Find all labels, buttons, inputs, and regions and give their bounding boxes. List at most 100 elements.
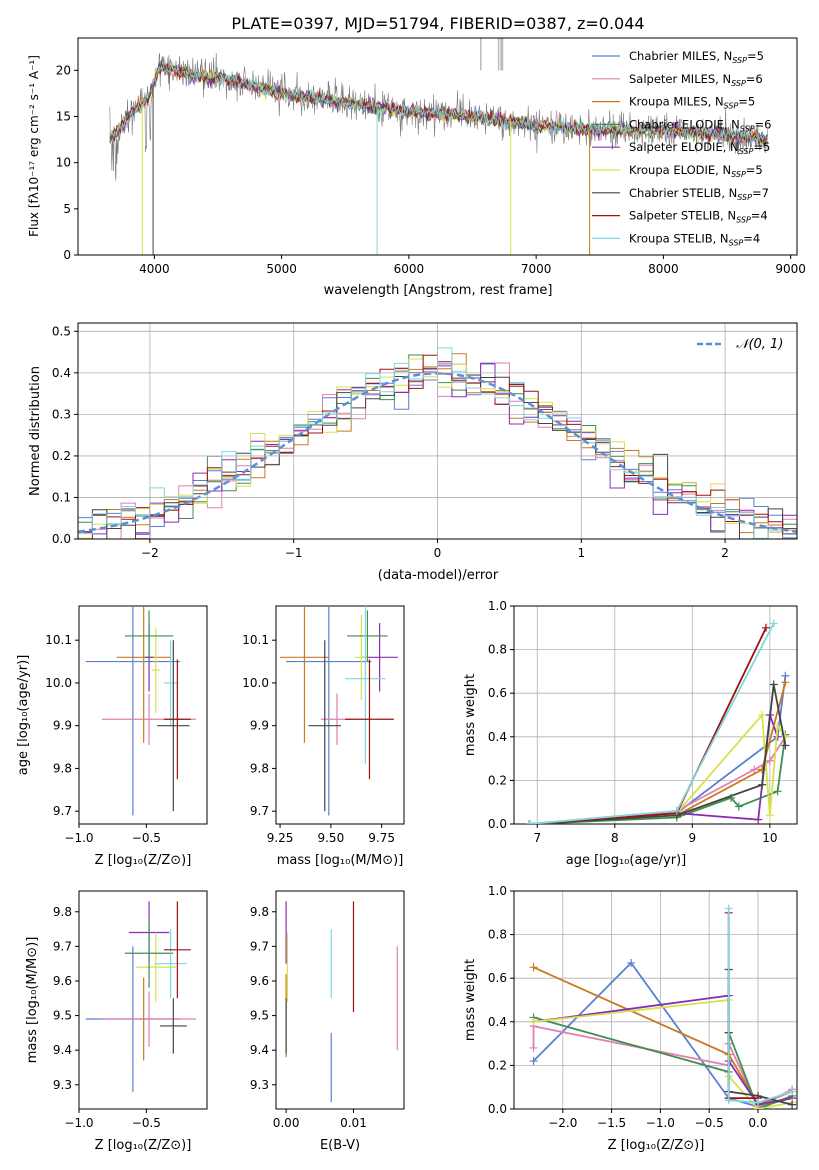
y-tick-label: 9.8 <box>53 905 72 919</box>
weight-line <box>529 714 779 824</box>
age-vs-mass-points <box>280 606 398 816</box>
age-vs-metallicity-x-axis-label: Z [log₁₀(Z/Z⊙)] <box>95 853 192 868</box>
residuals-y-axis-label: Normed distribution <box>28 366 43 496</box>
y-tick-label: 9.7 <box>250 804 269 818</box>
y-tick-label: 10.0 <box>242 676 269 690</box>
mass-vs-ebv-x-axis-label: E(B-V) <box>320 1138 360 1153</box>
weight-vs-age-panel: age [log₁₀(age/yr)] mass weight 7 8 9 10 0.0… <box>463 599 798 868</box>
y-tick-label: 0.2 <box>488 773 507 787</box>
x-tick-label: 6000 <box>394 262 425 276</box>
weight-marker <box>672 806 681 815</box>
y-tick-label: 9.5 <box>250 1009 269 1023</box>
y-tick-label: 0.6 <box>488 686 507 700</box>
y-tick-label: 0.8 <box>488 928 507 942</box>
y-tick-label: 0.2 <box>52 449 71 463</box>
legend-label: Chabrier STELIB, NSSP=7 <box>629 186 769 202</box>
model-spectrum <box>109 61 768 146</box>
weight-line <box>533 966 793 1106</box>
spectrum-axes: 4000 5000 6000 7000 8000 9000 0 5 10 15 20 <box>56 37 806 276</box>
y-tick-label: 1.0 <box>488 884 507 898</box>
y-tick-label: 9.5 <box>53 1009 72 1023</box>
y-tick-label: 9.4 <box>250 1043 269 1057</box>
weight-line <box>529 675 787 824</box>
x-tick-label: 9 <box>689 831 697 845</box>
y-tick-label: 9.4 <box>53 1043 72 1057</box>
mass-vs-metallicity-y-axis-label: mass [log₁₀(M/M⊙)] <box>25 937 40 1064</box>
x-tick-label: 7000 <box>521 262 552 276</box>
weight-marker <box>754 815 763 824</box>
weight-marker <box>750 765 759 774</box>
spectrum-y-axis-label: Flux [fλ10⁻¹⁷ erg cm⁻² s⁻¹ A⁻¹] <box>27 55 41 237</box>
x-tick-label: −0.5 <box>695 1116 724 1130</box>
age-vs-metallicity-points <box>85 606 197 816</box>
legend-label: Chabrier MILES, NSSP=5 <box>629 49 764 65</box>
y-tick-label: 0.0 <box>488 817 507 831</box>
x-tick-label: 9000 <box>775 262 806 276</box>
y-tick-label: 9.6 <box>53 974 72 988</box>
weight-marker <box>761 623 770 632</box>
x-tick-label: 4000 <box>139 262 170 276</box>
x-tick-label: 0 <box>434 546 442 560</box>
residuals-frame <box>77 322 798 540</box>
x-tick-label: 8000 <box>648 262 679 276</box>
y-tick-label: 10.1 <box>242 633 269 647</box>
age-vs-metallicity-y-axis-label: age [log₁₀(age/yr)] <box>16 655 31 776</box>
y-tick-label: 9.8 <box>53 761 72 775</box>
mass-vs-metallicity-frame <box>78 890 208 1110</box>
y-tick-label: 9.6 <box>250 974 269 988</box>
weight-line <box>533 994 793 1106</box>
y-tick-label: 0.4 <box>488 1015 507 1029</box>
weight-marker <box>758 765 767 774</box>
spectrum-x-axis-label: wavelength [Angstrom, rest frame] <box>324 283 553 298</box>
mass-vs-metallicity-axes: −1.0 −0.5 9.3 9.4 9.5 9.6 9.7 9.8 <box>53 890 208 1130</box>
mass-vs-ebv-axes: 0.00 0.01 9.3 9.4 9.5 9.6 9.7 9.8 <box>250 890 405 1130</box>
weight-marker <box>765 811 774 820</box>
weight-vs-metallicity-panel: Z [log₁₀(Z/Z⊙)] mass weight −2.0 −1.5 −1.0… <box>463 884 798 1153</box>
x-tick-label: −1.5 <box>597 1116 626 1130</box>
y-tick-label: 9.7 <box>53 939 72 953</box>
weight-marker <box>765 756 774 765</box>
weight-vs-metallicity-y-axis-label: mass weight <box>463 959 478 1041</box>
spectrum-frame <box>77 37 798 256</box>
weight-vs-age-frame <box>513 605 798 825</box>
residuals-x-axis-label: (data-model)/error <box>378 568 499 583</box>
age-vs-metallicity-panel: Z [log₁₀(Z/Z⊙)] age [log₁₀(age/yr)] −1.0… <box>16 605 208 868</box>
weight-vs-metallicity-axes: −2.0 −1.5 −1.0 −0.5 0.0 0.0 0.2 0.4 0.6 0.8 1.0 <box>488 884 798 1130</box>
y-tick-label: 9.3 <box>250 1078 269 1092</box>
x-tick-label: −1.0 <box>646 1116 675 1130</box>
weight-marker <box>788 1100 797 1109</box>
y-tick-label: 5 <box>63 202 71 216</box>
chart-title: PLATE=0397, MJD=51794, FIBERID=0387, z=0… <box>231 14 644 33</box>
y-tick-label: 20 <box>56 63 71 77</box>
weight-vs-age-axes: 7 8 9 10 0.0 0.2 0.4 0.6 0.8 1.0 <box>488 599 798 845</box>
spectrum-panel: PLATE=0397, MJD=51794, FIBERID=0387, z=0… <box>27 14 806 298</box>
y-tick-label: 9.9 <box>250 719 269 733</box>
y-tick-label: 0.2 <box>488 1058 507 1072</box>
y-tick-label: 9.3 <box>53 1078 72 1092</box>
weight-marker <box>773 721 782 730</box>
weight-marker <box>724 1096 733 1105</box>
weight-line <box>727 908 793 1104</box>
y-tick-label: 0.6 <box>488 971 507 985</box>
legend-label: Salpeter MILES, NSSP=6 <box>629 72 763 88</box>
y-tick-label: 0.3 <box>52 407 71 421</box>
mass-vs-ebv-points <box>285 901 398 1103</box>
y-tick-label: 10.1 <box>45 633 72 647</box>
y-tick-label: 0.0 <box>52 532 71 546</box>
weight-marker <box>529 1017 538 1026</box>
mass-vs-metallicity-panel: Z [log₁₀(Z/Z⊙)] mass [log₁₀(M/M⊙)] −1.0−… <box>25 890 208 1153</box>
mass-vs-ebv-panel: E(B-V) 0.00 0.01 9.3 9.4 9.5 9.6 9.7 9.8 <box>250 890 405 1153</box>
weight-line <box>529 734 787 824</box>
x-tick-label: 9.75 <box>368 831 395 845</box>
y-tick-label: 0.4 <box>52 366 71 380</box>
weight-marker <box>769 619 778 628</box>
weight-vs-metallicity-series <box>529 904 797 1109</box>
weight-line <box>529 712 787 824</box>
x-tick-label: 7 <box>533 831 541 845</box>
x-tick-label: 1 <box>577 546 585 560</box>
y-tick-label: 0.0 <box>488 1102 507 1116</box>
weight-vs-age-series <box>525 619 790 824</box>
gaussian-legend-label: 𝒩(0, 1) <box>736 337 783 352</box>
age-vs-mass-x-axis-label: mass [log₁₀(M/M⊙)] <box>277 853 404 868</box>
x-tick-label: 9.25 <box>267 831 294 845</box>
